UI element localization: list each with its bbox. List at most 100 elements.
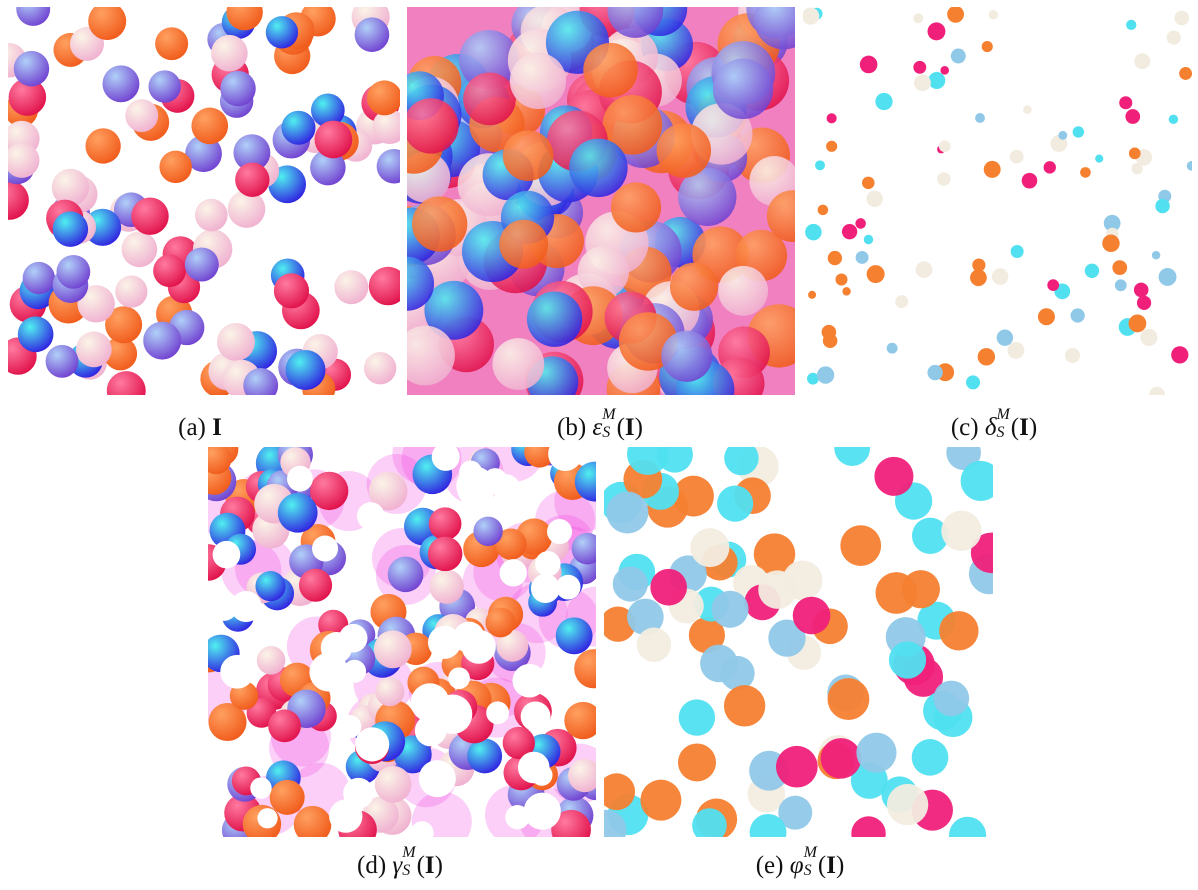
particle xyxy=(1073,126,1084,137)
caption-label: (d) xyxy=(357,852,386,879)
particle xyxy=(867,265,885,283)
particle xyxy=(815,160,825,170)
particle xyxy=(826,141,837,152)
particle xyxy=(153,254,186,287)
particle xyxy=(875,93,892,110)
panel-image xyxy=(8,7,400,395)
hole xyxy=(329,799,362,832)
particle xyxy=(1126,20,1136,30)
particle xyxy=(866,191,882,207)
hole xyxy=(462,630,496,664)
particle xyxy=(913,13,923,23)
particle xyxy=(856,733,896,773)
particle xyxy=(1065,348,1080,363)
particle xyxy=(375,677,404,706)
particle xyxy=(876,572,918,614)
particle xyxy=(808,291,816,299)
particle xyxy=(997,329,1013,345)
particle xyxy=(428,537,463,572)
particle xyxy=(758,570,797,609)
particle xyxy=(989,10,998,19)
caption: (e) φMS(I) xyxy=(756,852,845,880)
particle xyxy=(211,35,248,72)
particle xyxy=(978,348,995,365)
particle xyxy=(670,263,718,311)
particle xyxy=(842,287,850,295)
particle xyxy=(159,151,191,183)
particle xyxy=(485,608,515,638)
particle xyxy=(257,646,286,675)
hole xyxy=(287,466,313,492)
particle xyxy=(527,291,582,346)
particle xyxy=(678,743,716,781)
particle xyxy=(992,268,1009,285)
particle xyxy=(856,251,869,264)
particle xyxy=(1044,161,1056,173)
hole xyxy=(521,701,551,731)
particle xyxy=(1010,150,1024,164)
caption: (b) εMS(I) xyxy=(557,414,643,442)
particle xyxy=(1085,264,1099,278)
particle xyxy=(1131,163,1142,174)
particle xyxy=(650,569,687,606)
hole xyxy=(448,667,470,689)
particle xyxy=(583,43,638,98)
scripts: MS xyxy=(804,855,817,879)
particle xyxy=(1171,346,1188,363)
particle xyxy=(1149,387,1165,395)
hole xyxy=(505,805,529,829)
hole xyxy=(209,592,238,621)
particle xyxy=(821,738,862,779)
particle xyxy=(369,267,400,306)
hole xyxy=(486,701,509,724)
hole xyxy=(338,715,361,738)
caption-op: ε xyxy=(592,414,602,441)
particle xyxy=(1038,308,1055,325)
scripts: MS xyxy=(402,855,415,879)
particle xyxy=(270,780,305,815)
particle xyxy=(606,492,648,534)
particle xyxy=(8,181,29,220)
figure-page: {"panels": [ {"label": "(a)", "arg": "I"… xyxy=(0,0,1198,890)
particle xyxy=(713,59,773,119)
hole xyxy=(419,760,456,797)
particle xyxy=(1152,251,1160,259)
particle xyxy=(1058,131,1067,140)
particle xyxy=(1137,296,1151,310)
caption-op: φ xyxy=(790,852,804,879)
particle xyxy=(18,316,54,352)
particle xyxy=(16,7,50,26)
particle xyxy=(274,273,309,308)
particle xyxy=(1119,96,1132,109)
caption-label: (c) xyxy=(951,414,979,441)
particle xyxy=(377,149,400,184)
particle xyxy=(1134,283,1149,298)
particle xyxy=(717,486,753,522)
particle xyxy=(1167,31,1181,45)
particle xyxy=(913,61,926,74)
particle xyxy=(828,251,842,265)
caption-open: ( xyxy=(417,852,425,879)
particle xyxy=(268,709,301,742)
particle xyxy=(14,51,49,86)
particle xyxy=(941,511,981,551)
hole xyxy=(415,715,447,747)
hole xyxy=(556,575,581,600)
particle xyxy=(266,16,298,48)
particle xyxy=(711,591,748,628)
particle xyxy=(611,182,661,232)
particle xyxy=(355,17,390,52)
hole xyxy=(312,535,338,561)
particle xyxy=(851,816,885,837)
particle xyxy=(375,766,412,803)
particle xyxy=(1080,167,1091,178)
particle xyxy=(1022,173,1038,189)
particle xyxy=(822,325,837,340)
hole xyxy=(250,777,271,798)
particle xyxy=(1179,67,1192,80)
caption-arg: I xyxy=(1019,414,1029,441)
particle xyxy=(951,49,966,64)
particle xyxy=(492,338,544,390)
particle xyxy=(255,571,285,601)
hole xyxy=(500,559,527,586)
